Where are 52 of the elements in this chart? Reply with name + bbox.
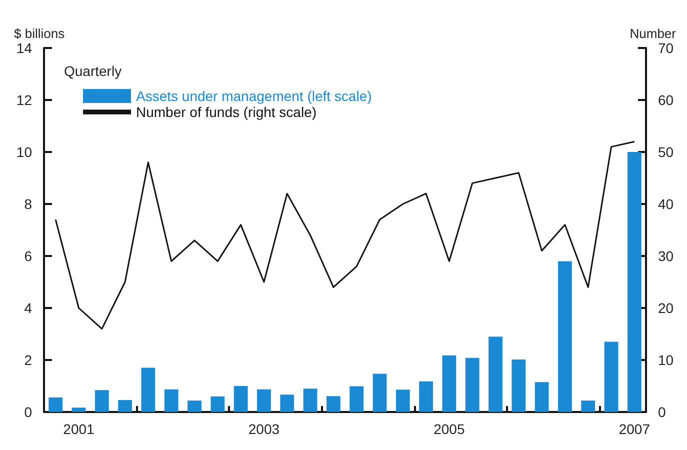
legend-label: Number of funds (right scale) — [136, 104, 317, 120]
y2-tick-label: 60 — [658, 92, 674, 108]
bar — [48, 397, 63, 412]
y-tick-label: 2 — [24, 352, 32, 368]
bar — [141, 368, 156, 412]
bar — [488, 336, 502, 412]
bar — [188, 400, 202, 412]
y-tick-label: 10 — [16, 144, 32, 160]
y2-tick-label: 0 — [658, 404, 666, 420]
bar — [419, 381, 433, 412]
y2-tick-label: 10 — [658, 352, 674, 368]
legend-label: Assets under management (left scale) — [136, 88, 372, 104]
legend-title: Quarterly — [64, 63, 122, 79]
y-tick-label: 8 — [24, 196, 32, 212]
bar — [604, 342, 618, 412]
x-tick-label: 2001 — [63, 421, 95, 437]
bar — [280, 394, 294, 412]
x-tick-label: 2005 — [434, 421, 465, 437]
bar — [118, 400, 132, 412]
bar — [558, 261, 572, 412]
bar — [350, 386, 364, 412]
bar — [465, 358, 480, 412]
y2-tick-label: 70 — [658, 40, 674, 56]
bar — [234, 386, 248, 412]
bar — [257, 389, 271, 412]
bar — [164, 389, 178, 412]
y2-tick-label: 40 — [658, 196, 674, 212]
y2-axis-title: Number — [630, 26, 677, 41]
bar — [627, 152, 642, 412]
x-tick-label: 2003 — [248, 421, 280, 437]
bar — [581, 400, 596, 412]
bar — [210, 396, 225, 412]
bar — [326, 396, 340, 412]
bar — [396, 390, 410, 412]
y2-tick-label: 50 — [658, 144, 674, 160]
y2-tick-label: 20 — [658, 300, 674, 316]
line-series — [54, 140, 636, 330]
y-tick-label: 6 — [24, 248, 32, 264]
y-tick-label: 4 — [24, 300, 32, 316]
y-tick-label: 14 — [16, 40, 32, 56]
bar — [72, 408, 86, 412]
bar — [534, 382, 549, 412]
y2-tick-label: 30 — [658, 248, 674, 264]
y-tick-label: 12 — [16, 92, 32, 108]
bar — [512, 359, 526, 412]
y-tick-label: 0 — [24, 404, 32, 420]
bar — [303, 388, 318, 412]
bar — [372, 374, 387, 412]
y-axis-title: $ billions — [14, 26, 66, 41]
bar — [442, 355, 456, 412]
bar — [94, 390, 109, 412]
x-tick-label: 2007 — [618, 421, 650, 437]
